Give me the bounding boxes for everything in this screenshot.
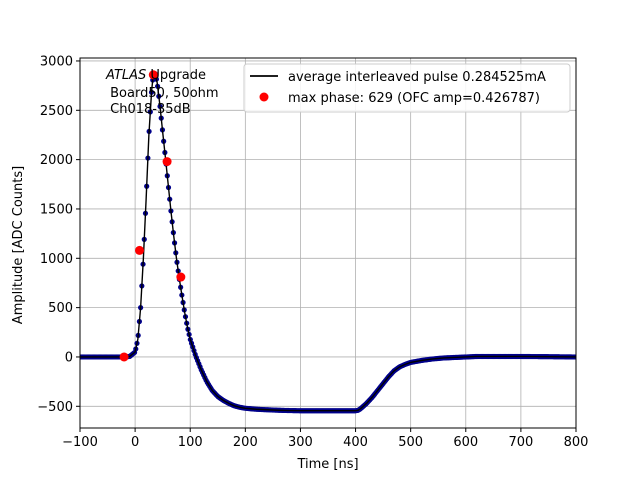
max-phase-marker	[162, 157, 172, 167]
x-tick-label: 500	[398, 435, 423, 450]
plot-frame	[79, 57, 577, 429]
atlas-annotation: ATLAS Upgrade Board50, 50ohm Ch018-35dB	[105, 68, 219, 117]
x-tick-label: 100	[178, 435, 203, 450]
legend-box	[243, 63, 571, 113]
x-tick-label: −100	[62, 435, 98, 450]
max-phase-marker	[135, 245, 145, 255]
y-tick-label: −500	[37, 400, 73, 415]
max-phase-marker	[176, 272, 186, 282]
y-tick-label: 2000	[40, 153, 73, 168]
axes: −100 0 100 200 300 400 500 600 700 800 −500 0 500 100…	[37, 54, 588, 450]
annotation-upgrade: Upgrade	[146, 68, 206, 83]
y-tick-label: 1500	[40, 202, 73, 217]
plot-series	[80, 70, 576, 414]
max-phase-marker	[119, 352, 129, 362]
x-tick-label: 300	[288, 435, 313, 450]
x-tick-label: 0	[131, 435, 139, 450]
x-axis-label: Time [ns]	[296, 457, 358, 472]
x-tick-label: 600	[453, 435, 478, 450]
y-tick-label: 1000	[40, 252, 73, 267]
annotation-channel: Ch018-35dB	[106, 102, 191, 117]
legend-label-maxphase: max phase: 629 (OFC amp=0.426787)	[288, 91, 540, 106]
max-phase-marker	[148, 70, 158, 80]
x-tick-label: 200	[233, 435, 258, 450]
legend-label-average: average interleaved pulse 0.284525mA	[288, 70, 546, 85]
y-tick-label: 3000	[40, 54, 73, 69]
legend-red-marker	[259, 92, 269, 102]
x-tick-label: 700	[508, 435, 533, 450]
average-pulse-line	[80, 71, 576, 412]
y-axis-label: Amplitude [ADC Counts]	[11, 166, 26, 324]
annotation-atlas: ATLAS	[105, 68, 146, 83]
legend: average interleaved pulse 0.284525mA max…	[243, 63, 571, 113]
x-tick-label: 400	[343, 435, 368, 450]
x-tick-label: 800	[564, 435, 589, 450]
y-tick-label: 2500	[40, 104, 73, 119]
annotation-board: Board50, 50ohm	[106, 86, 219, 101]
y-tick-label: 500	[48, 301, 73, 316]
svg-text:ATLAS Upgrade: ATLAS Upgrade	[105, 68, 206, 83]
y-tick-label: 0	[65, 350, 73, 365]
